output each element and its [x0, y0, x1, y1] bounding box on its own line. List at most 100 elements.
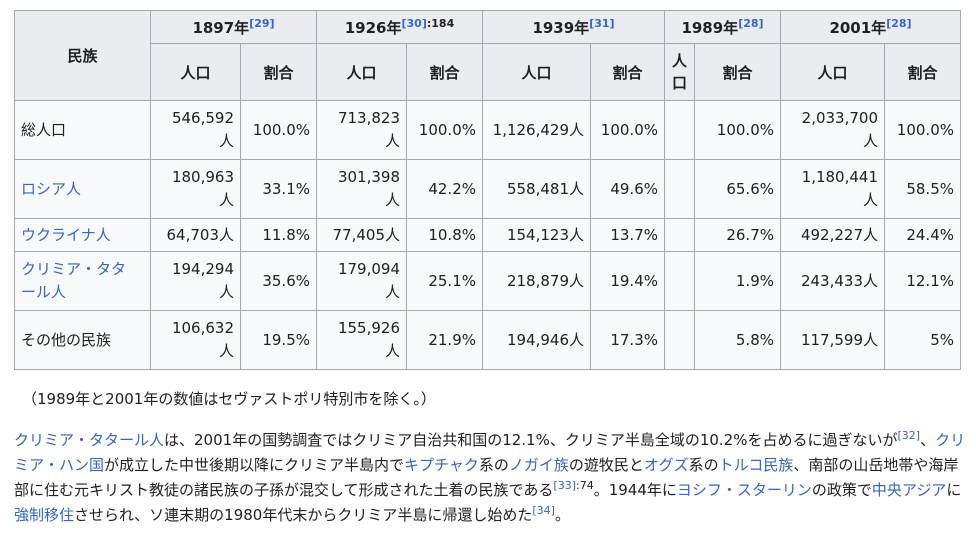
share-cell: 100.0%: [240, 100, 317, 160]
population-cell: 492,227人: [780, 218, 885, 252]
population-cell: 1,126,429人: [482, 100, 591, 160]
citation-ref[interactable]: [32]: [898, 429, 921, 442]
ethnic-group-label: その他の民族: [21, 330, 112, 349]
share-cell: 17.3%: [590, 310, 665, 370]
citation-link[interactable]: [30]: [401, 16, 427, 30]
citation-ref[interactable]: [30]:184: [402, 17, 455, 30]
article-link[interactable]: キプチャク: [404, 456, 479, 474]
year-label: 1926年: [344, 18, 402, 37]
ethnic-population-table: 民族 1897年[29] 1926年[30]:184 1939年[31] 1989年[…: [14, 10, 961, 370]
share-cell: 12.1%: [884, 251, 961, 311]
year-label: 1989年: [681, 18, 739, 37]
paragraph-text: 。1944年に: [593, 481, 677, 499]
paragraph-text: が成立した中世後期以降にクリミア半島内で: [104, 456, 405, 474]
share-cell: 100.0%: [406, 100, 483, 160]
citation-ref[interactable]: [29]: [249, 17, 274, 30]
article-link[interactable]: クリミア・タタール人: [14, 431, 165, 449]
share-cell: 33.1%: [240, 159, 317, 219]
paragraph-text: 。: [554, 506, 570, 524]
paragraph-text: 系の: [478, 456, 509, 474]
article-link[interactable]: 強制移住: [14, 506, 75, 524]
year-label: 1939年: [532, 18, 590, 37]
citation-link[interactable]: [31]: [589, 16, 615, 30]
share-cell: 65.6%: [694, 159, 781, 219]
ethnic-group-link[interactable]: ウクライナ人: [21, 225, 111, 244]
table-note: （1989年と2001年の数値はセヴァストポリ特別市を除く。）: [22, 390, 436, 408]
population-cell: [664, 159, 695, 219]
share-header: 割合: [240, 43, 317, 101]
year-header: 1926年[30]:184: [316, 10, 483, 44]
article-link[interactable]: ヨシフ・スターリン: [676, 481, 812, 499]
citation-link[interactable]: [33]: [553, 479, 576, 492]
citation-link[interactable]: [29]: [249, 16, 275, 30]
year-header: 1989年[28]: [664, 10, 781, 44]
share-cell: 5.8%: [694, 310, 781, 370]
population-cell: [664, 310, 695, 370]
share-cell: 100.0%: [590, 100, 665, 160]
paragraph-text: に: [946, 481, 962, 499]
share-cell: 19.5%: [240, 310, 317, 370]
article-link[interactable]: トルコ民族: [718, 456, 794, 474]
paragraph-text: させられ、ソ連末期の1980年代末からクリミア半島に帰還し始めた: [74, 506, 533, 524]
population-header: 人口: [150, 43, 241, 101]
ethnic-group-link[interactable]: ロシア人: [21, 179, 82, 198]
population-cell: 194,946人: [482, 310, 591, 370]
paragraph-text: 系の: [688, 456, 719, 474]
population-cell: [664, 100, 695, 160]
ethnic-group-cell: クリミア・タタール人: [14, 251, 151, 311]
article-link[interactable]: クリミア・ハン国: [14, 431, 966, 474]
share-cell: 42.2%: [406, 159, 483, 219]
year-header: 1897年[29]: [150, 10, 317, 44]
share-cell: 100.0%: [694, 100, 781, 160]
article-link[interactable]: 中央アジア: [871, 481, 947, 499]
ethnic-group-cell: その他の民族: [14, 310, 151, 370]
ethnic-group-label: 総人口: [21, 120, 67, 139]
citation-ref[interactable]: [34]: [532, 504, 555, 517]
share-header: 割合: [884, 43, 961, 101]
table-row: その他の民族 106,632人 19.5% 155,926人 21.9% 194,946人…: [14, 310, 961, 370]
citation-link[interactable]: [32]: [897, 429, 921, 442]
share-cell: 19.4%: [590, 251, 665, 311]
ethnic-group-cell: ロシア人: [14, 159, 151, 219]
citation-page: :184: [426, 16, 455, 30]
citation-link[interactable]: [34]: [532, 504, 555, 517]
share-header: 割合: [694, 43, 781, 101]
citation-page: :74: [576, 479, 594, 492]
population-cell: 180,963人: [150, 159, 241, 219]
share-cell: 1.9%: [694, 251, 781, 311]
share-cell: 24.4%: [884, 218, 961, 252]
share-cell: 26.7%: [694, 218, 781, 252]
population-header: 人口: [482, 43, 591, 101]
table-row: 総人口 546,592人 100.0% 713,823人 100.0% 1,126,429…: [14, 100, 961, 160]
ethnic-group-link[interactable]: クリミア・タタール人: [21, 260, 127, 301]
share-cell: 35.6%: [240, 251, 317, 311]
year-label: 2001年: [829, 18, 887, 37]
population-cell: 713,823人: [316, 100, 407, 160]
article-link[interactable]: オグズ: [643, 456, 689, 474]
citation-ref[interactable]: [28]: [886, 17, 911, 30]
population-cell: 106,632人: [150, 310, 241, 370]
population-cell: 546,592人: [150, 100, 241, 160]
table-row: ウクライナ人 64,703人 11.8% 77,405人 10.8% 154,123人 13…: [14, 218, 961, 252]
population-cell: 64,703人: [150, 218, 241, 252]
paragraph-text: 、: [920, 431, 936, 449]
subheader-row: 人口 割合 人口 割合 人口 割合人 口割合 人口 割合: [15, 43, 961, 101]
citation-ref[interactable]: [33]: [553, 479, 576, 492]
year-header-row: 民族 1897年[29] 1926年[30]:184 1939年[31] 1989年[…: [14, 10, 961, 101]
citation-ref[interactable]: [28]: [738, 17, 763, 30]
population-header: 人口: [780, 43, 885, 101]
table-row: クリミア・タタール人 194,294人 35.6% 179,094人 25.1% 218,…: [14, 251, 961, 311]
year-header: 1939年[31]: [482, 10, 665, 44]
year-label: 1897年: [192, 18, 250, 37]
article-link[interactable]: ノガイ族: [508, 456, 569, 474]
citation-link[interactable]: [28]: [738, 16, 764, 30]
paragraph-text: の政策で: [811, 481, 872, 499]
share-cell: 13.7%: [590, 218, 665, 252]
population-cell: 117,599人: [780, 310, 885, 370]
citation-ref[interactable]: [31]: [589, 17, 614, 30]
population-cell: 243,433人: [780, 251, 885, 311]
citation-link[interactable]: [28]: [886, 16, 912, 30]
paragraph-text: は、2001年の国勢調査ではクリミア自治共和国の12.1%、クリミア半島全域の1…: [164, 431, 898, 449]
ethnic-group-header: 民族: [14, 10, 151, 101]
paragraph-text: 、南部の山岳地帯や海岸部に住む元キリスト教徒の諸民族の子孫が混交して形成された土…: [14, 456, 959, 499]
